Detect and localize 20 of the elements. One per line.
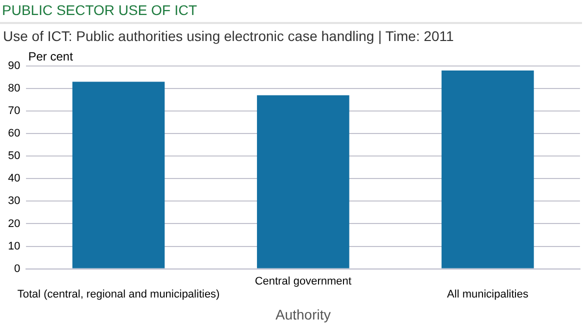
- y-tick-label: 60: [8, 128, 20, 140]
- x-axis-title: Authority: [275, 306, 331, 322]
- y-tick-label: 70: [8, 105, 20, 118]
- chart-subtitle: Use of ICT: Public authorities using electronic case handling | Time: 2011: [2, 27, 455, 46]
- x-tick-label: All municipalities: [447, 288, 529, 301]
- y-tick-label: 90: [8, 60, 20, 72]
- y-tick-label: 0: [14, 262, 20, 275]
- y-tick-label: 30: [8, 195, 20, 208]
- y-tick-label: 80: [8, 82, 20, 95]
- x-tick-label: Total (central, regional and municipalities): [17, 288, 220, 301]
- y-tick-label: 40: [8, 172, 20, 185]
- x-tick-label: Central government: [254, 275, 352, 288]
- bar: [72, 82, 165, 268]
- y-tick-label: 10: [8, 240, 20, 252]
- bar: [442, 70, 534, 268]
- y-tick-label: 50: [8, 150, 20, 162]
- y-tick-label: 20: [8, 218, 20, 230]
- y-axis-title: Per cent: [28, 49, 74, 64]
- bar: [256, 95, 350, 268]
- chart-title: PUBLIC SECTOR USE OF ICT: [0, 0, 582, 24]
